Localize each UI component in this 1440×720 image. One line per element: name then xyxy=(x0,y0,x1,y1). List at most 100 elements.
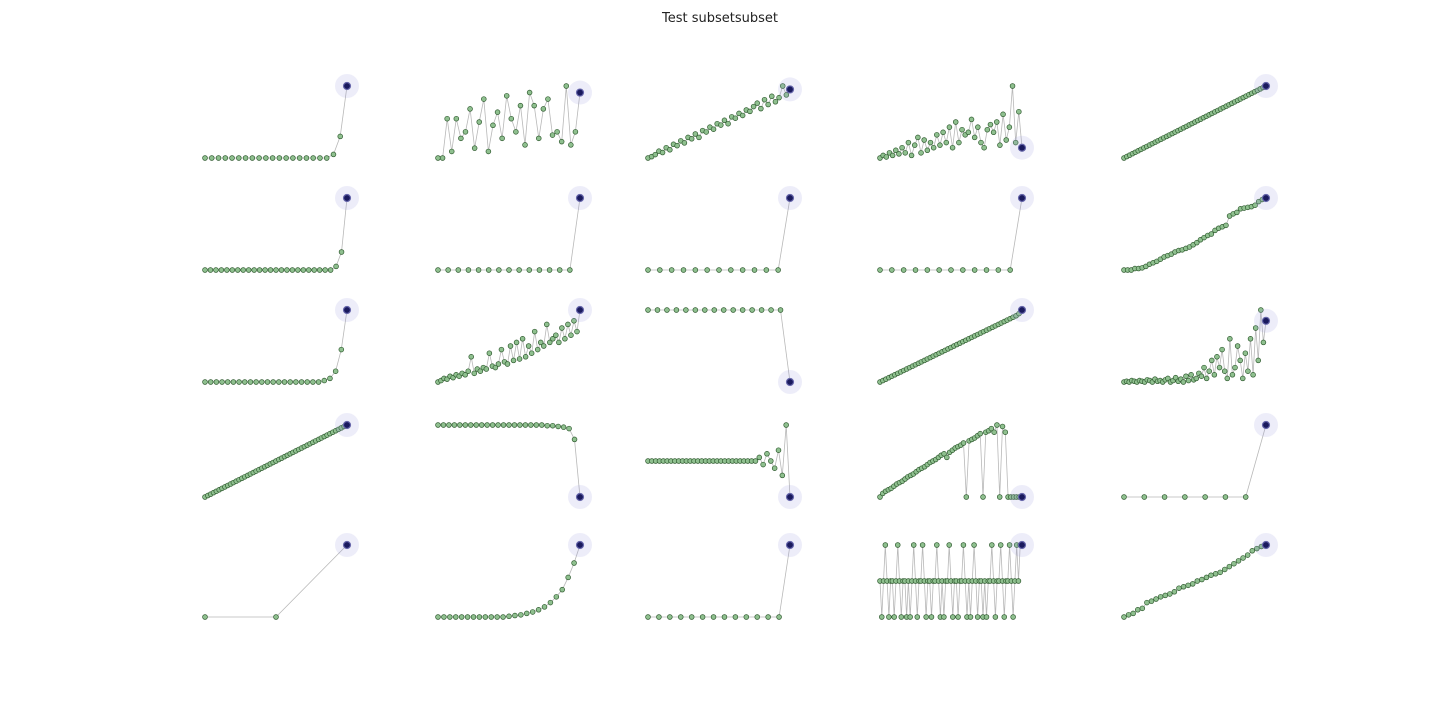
data-point xyxy=(894,542,901,548)
data-point xyxy=(202,155,208,161)
data-point xyxy=(1153,596,1159,602)
data-point xyxy=(1130,610,1136,617)
data-point xyxy=(924,267,931,273)
best-point xyxy=(342,305,352,315)
series-line xyxy=(648,544,791,618)
data-point xyxy=(259,379,265,385)
data-point xyxy=(482,614,489,620)
data-point xyxy=(1001,614,1007,620)
data-point xyxy=(327,375,333,382)
subplot-21 xyxy=(202,533,359,620)
best-point xyxy=(1017,193,1027,203)
data-point xyxy=(256,155,262,161)
data-point xyxy=(654,307,661,313)
data-point xyxy=(674,142,680,149)
data-point xyxy=(908,152,915,159)
data-point xyxy=(441,614,447,620)
data-point xyxy=(1231,560,1237,567)
series-line xyxy=(1123,309,1267,383)
best-point xyxy=(575,540,585,550)
data-point xyxy=(276,155,283,161)
data-point xyxy=(1180,379,1187,385)
data-point xyxy=(202,379,208,385)
data-point xyxy=(678,614,684,620)
data-point xyxy=(553,594,560,600)
data-point xyxy=(465,368,471,374)
data-point xyxy=(485,148,492,155)
data-point xyxy=(528,422,534,428)
data-point xyxy=(879,614,885,620)
data-point xyxy=(440,422,447,428)
data-point xyxy=(539,422,545,428)
data-point xyxy=(1252,325,1259,331)
data-point xyxy=(900,267,907,273)
data-point xyxy=(1194,239,1200,246)
data-point xyxy=(692,267,699,273)
data-point xyxy=(338,249,345,255)
data-point xyxy=(1202,494,1208,500)
data-point xyxy=(247,379,254,385)
data-point xyxy=(549,422,556,429)
data-point xyxy=(476,614,483,620)
subplot-6 xyxy=(202,186,359,273)
data-point xyxy=(1216,364,1223,371)
best-point xyxy=(1017,492,1027,502)
data-point xyxy=(504,361,511,367)
data-point xyxy=(289,267,296,273)
data-point xyxy=(739,307,746,313)
data-point xyxy=(1182,494,1188,500)
data-point xyxy=(984,126,991,133)
data-point xyxy=(699,614,706,620)
data-point xyxy=(465,267,472,273)
data-point xyxy=(1206,368,1212,374)
data-point xyxy=(886,614,892,620)
data-point xyxy=(1199,576,1205,583)
data-point xyxy=(752,458,759,464)
data-point xyxy=(435,155,441,161)
data-point xyxy=(779,83,786,89)
data-point xyxy=(224,379,231,385)
data-point xyxy=(495,361,502,367)
data-point xyxy=(718,122,724,128)
data-point xyxy=(468,422,474,428)
data-point xyxy=(559,586,565,593)
data-point xyxy=(296,155,303,161)
data-point xyxy=(571,560,577,566)
data-point xyxy=(499,135,505,142)
data-point xyxy=(768,458,774,464)
data-point xyxy=(1214,354,1220,360)
data-point xyxy=(549,132,556,138)
data-point xyxy=(565,321,571,328)
data-point xyxy=(315,379,322,385)
data-point xyxy=(435,422,441,428)
data-point xyxy=(219,379,225,385)
data-point xyxy=(1240,375,1246,382)
data-point xyxy=(783,422,789,428)
data-point xyxy=(568,142,574,148)
data-point xyxy=(1148,598,1155,604)
best-point xyxy=(785,540,795,550)
data-point xyxy=(311,267,317,273)
data-point xyxy=(1167,591,1173,597)
subplot-17 xyxy=(435,422,592,509)
data-point xyxy=(1139,605,1146,612)
series-line xyxy=(1124,424,1267,498)
data-point xyxy=(1203,574,1210,581)
data-point xyxy=(1157,594,1164,600)
data-point xyxy=(937,142,943,148)
data-point xyxy=(536,135,542,142)
data-point xyxy=(242,155,249,161)
data-point xyxy=(546,267,553,273)
data-point xyxy=(930,144,937,151)
data-point xyxy=(775,447,782,453)
data-point xyxy=(1171,589,1178,595)
data-point xyxy=(506,422,512,428)
subplot-15 xyxy=(1121,307,1278,385)
subplot-13 xyxy=(645,307,802,394)
data-point xyxy=(273,614,279,620)
data-point xyxy=(496,267,502,273)
data-point xyxy=(889,267,895,273)
data-point xyxy=(1235,558,1242,564)
data-point xyxy=(500,422,507,428)
data-point xyxy=(523,610,530,617)
